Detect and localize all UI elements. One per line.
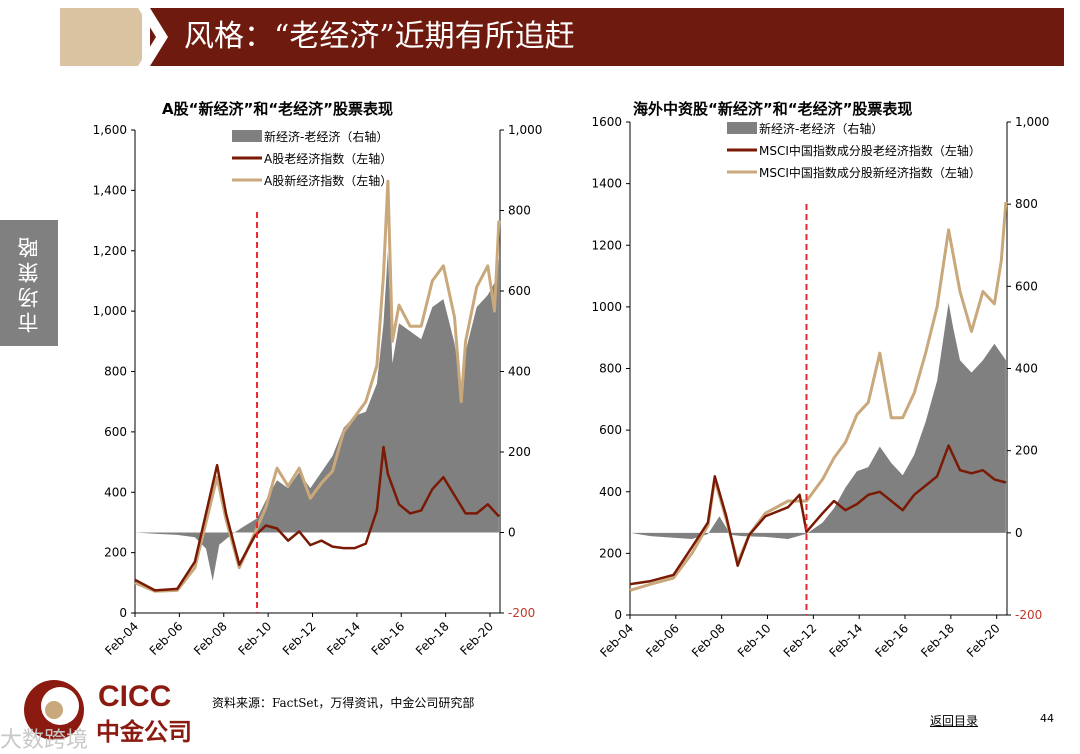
chart-title-left: A股“新经济”和“老经济”股票表现 — [162, 100, 394, 118]
source-note: 资料来源：FactSet，万得资讯，中金公司研究部 — [212, 696, 475, 710]
overseas-x-tick-label: Feb-20 — [964, 621, 1003, 660]
a-share-left-tick-label: 1,000 — [93, 304, 127, 318]
overseas-x-tick-label: Feb-14 — [827, 621, 866, 660]
a-share-x-tick-label: Feb-14 — [324, 619, 363, 658]
overseas-series-old-economy — [629, 444, 1007, 586]
overseas-x-tick-label: Feb-16 — [872, 621, 911, 660]
overseas-x-tick-label: Feb-04 — [597, 621, 636, 660]
overseas-right-tick-label: 600 — [1015, 279, 1038, 293]
a-share-x-tick-label: Feb-06 — [147, 619, 186, 658]
cicc-logo-mark — [24, 680, 84, 740]
a-share-left-tick-label: 1,200 — [93, 244, 127, 258]
side-tab[interactable] — [0, 220, 58, 346]
chart-title-right: 海外中资股“新经济”和“老经济”股票表现 — [633, 100, 913, 118]
overseas-x-tick-label: Feb-10 — [735, 621, 774, 660]
overseas-left-tick-label: 1200 — [591, 238, 622, 252]
a-share-right-tick-label: 200 — [508, 445, 531, 459]
a-share-left-tick-label: 600 — [104, 425, 127, 439]
overseas-series-spread-area — [630, 302, 1006, 539]
a-share-series-spread-area — [135, 250, 499, 581]
overseas-left-tick-label: 0 — [614, 608, 622, 622]
overseas-left-tick-label: 800 — [599, 362, 622, 376]
a-share-x-tick-label: Feb-16 — [369, 619, 408, 658]
a-share-legend-label: 新经济-老经济（右轴） — [264, 129, 388, 144]
a-share-legend-swatch — [232, 130, 262, 142]
watermark: 大数跨境 — [0, 728, 89, 753]
overseas-legend-swatch — [727, 122, 757, 134]
cicc-logo: CICC 中金公司 — [16, 676, 196, 748]
overseas-left-tick-label: 1400 — [591, 177, 622, 191]
a-share-right-tick-label: 400 — [508, 365, 531, 379]
overseas-right-tick-label: 400 — [1015, 362, 1038, 376]
overseas-right-tick-label: 1,000 — [1015, 115, 1049, 129]
logo-cn: 中金公司 — [96, 718, 192, 746]
a-share-left-tick-label: 1,600 — [93, 123, 127, 137]
back-to-contents-link[interactable]: 返回目录 — [930, 714, 979, 728]
a-share-series-new-economy — [134, 179, 501, 593]
header-bar — [150, 8, 1064, 66]
chart-a-share: 0 200 400 600 800 1,000 1,200 1,400 1,600 -200 0 20… — [93, 123, 543, 658]
chart-overseas: 0 200 400 600 800 1000 1200 1400 1600 -200 0 200 400… — [591, 115, 1049, 660]
page-title: 风格：“老经济”近期有所追赶 — [184, 19, 575, 54]
side-tab-label: 市场策略 — [17, 233, 41, 333]
a-share-left-tick-label: 1,400 — [93, 183, 127, 197]
a-share-right-tick-label: 800 — [508, 204, 531, 218]
a-share-right-tick-label: -200 — [508, 606, 535, 620]
a-share-legend-label: A股新经济指数（左轴） — [264, 173, 392, 188]
a-share-right-tick-label: 0 — [508, 526, 516, 540]
logo-en: CICC — [98, 680, 172, 713]
overseas-left-tick-label: 400 — [599, 485, 622, 499]
a-share-x-tick-label: Feb-04 — [102, 619, 141, 658]
a-share-x-tick-label: Feb-20 — [457, 619, 496, 658]
a-share-legend-label: A股老经济指数（左轴） — [264, 151, 392, 166]
a-share-left-tick-label: 400 — [104, 485, 127, 499]
a-share-left-tick-label: 0 — [119, 606, 127, 620]
a-share-right-tick-label: 600 — [508, 284, 531, 298]
overseas-left-tick-label: 1000 — [591, 300, 622, 314]
overseas-legend-label: MSCI中国指数成分股老经济指数（左轴） — [759, 143, 981, 158]
overseas-legend-label: 新经济-老经济（右轴） — [759, 121, 883, 136]
page-number: 44 — [1040, 712, 1054, 725]
overseas-right-tick-label: -200 — [1015, 608, 1042, 622]
a-share-x-tick-label: Feb-10 — [235, 619, 274, 658]
overseas-left-tick-label: 600 — [599, 423, 622, 437]
overseas-x-tick-label: Feb-06 — [643, 621, 682, 660]
overseas-x-tick-label: Feb-18 — [918, 621, 957, 660]
overseas-right-tick-label: 800 — [1015, 197, 1038, 211]
overseas-legend-label: MSCI中国指数成分股新经济指数（左轴） — [759, 165, 981, 180]
a-share-right-tick-label: 1,000 — [508, 123, 542, 137]
a-share-x-tick-label: Feb-08 — [191, 619, 230, 658]
a-share-left-tick-label: 800 — [104, 365, 127, 379]
a-share-x-tick-label: Feb-12 — [280, 619, 319, 658]
header-accent — [60, 8, 142, 66]
overseas-x-tick-label: Feb-12 — [781, 621, 820, 660]
a-share-x-tick-label: Feb-18 — [413, 619, 452, 658]
overseas-x-tick-label: Feb-08 — [689, 621, 728, 660]
overseas-left-tick-label: 200 — [599, 546, 622, 560]
overseas-right-tick-label: 200 — [1015, 444, 1038, 458]
a-share-series-old-economy — [134, 445, 500, 592]
overseas-right-tick-label: 0 — [1015, 526, 1023, 540]
a-share-left-tick-label: 200 — [104, 546, 127, 560]
overseas-left-tick-label: 1600 — [591, 115, 622, 129]
